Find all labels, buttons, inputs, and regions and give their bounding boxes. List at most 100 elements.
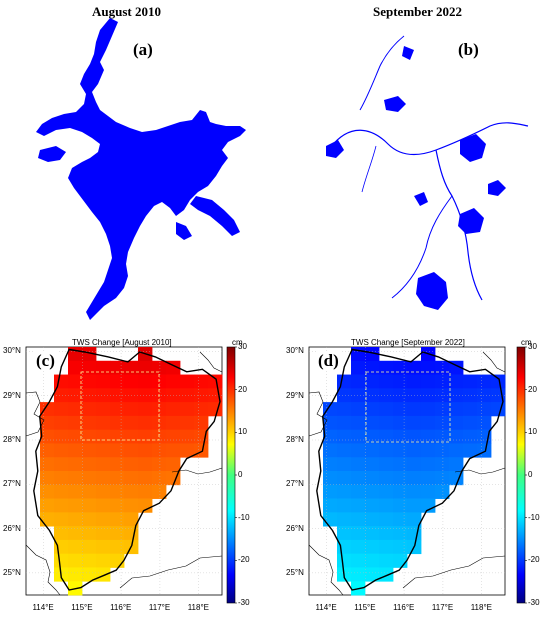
tws-cell	[393, 388, 408, 403]
tws-cell	[96, 484, 111, 499]
tws-cell	[421, 498, 436, 513]
tws-cell	[138, 471, 153, 486]
tws-cell	[82, 374, 97, 389]
tws-cell	[337, 457, 352, 472]
tws-cell	[323, 457, 338, 472]
tws-cell	[407, 374, 422, 389]
tws-cell	[40, 471, 55, 486]
tws-cell	[96, 471, 111, 486]
tws-cell	[365, 415, 380, 431]
tws-cell	[421, 402, 436, 417]
province-boundary	[25, 391, 45, 437]
map-title: TWS Change [September 2022]	[351, 338, 465, 347]
tws-cell	[110, 553, 125, 568]
tws-cell	[435, 360, 450, 375]
tws-cell	[82, 402, 97, 417]
lake-patch-2022	[416, 272, 448, 310]
tws-cell	[351, 457, 366, 472]
tws-cell	[166, 429, 181, 444]
tws-cell	[68, 402, 83, 417]
tws-cell	[82, 567, 97, 582]
tws-cell	[407, 443, 422, 458]
tws-cell	[124, 471, 139, 486]
lon-tick-label: 114°E	[32, 603, 54, 612]
tws-cell	[379, 498, 394, 513]
lat-tick-label: 29°N	[286, 390, 304, 400]
tws-cell	[337, 415, 352, 431]
tws-cell	[110, 512, 125, 527]
tws-cell	[365, 526, 380, 541]
tws-cell	[40, 498, 55, 513]
tws-cell	[110, 526, 125, 541]
tws-cell	[463, 443, 478, 458]
tws-cell	[421, 484, 436, 499]
colorbar-ticks	[525, 346, 527, 604]
panel-c-label: (c)	[34, 351, 57, 371]
panel-d-label: (d)	[316, 351, 341, 371]
tws-cell	[365, 484, 380, 499]
tws-cell	[337, 374, 352, 389]
colorbar	[226, 346, 236, 604]
tws-cell	[393, 498, 408, 513]
colorbar-tick-label: -30	[238, 598, 250, 607]
tws-cell	[82, 388, 97, 403]
lat-tick-label: 28°N	[286, 435, 304, 444]
tws-cell	[491, 374, 506, 389]
tws-cell	[124, 526, 139, 541]
tws-cell	[365, 402, 380, 417]
colorbar-tick-label: -10	[238, 512, 250, 522]
colorbar-tick-label: 30	[238, 342, 247, 351]
tws-cell	[379, 512, 394, 527]
lon-tick-label: 118°E	[470, 603, 492, 612]
tws-cell	[124, 415, 139, 431]
river-channel-2022	[359, 35, 405, 111]
tws-cell	[407, 415, 422, 431]
tws-cell	[407, 471, 422, 486]
tws-cell	[421, 429, 436, 444]
tws-cell	[421, 388, 436, 403]
tws-cell	[124, 484, 139, 499]
tws-cell	[337, 429, 352, 444]
tws-cell	[351, 512, 366, 527]
tws-cell	[40, 512, 55, 527]
tws-cell	[393, 512, 408, 527]
tws-cell	[365, 512, 380, 527]
lake-branch-2010	[190, 196, 240, 236]
tws-cell	[407, 360, 422, 375]
tws-cell	[449, 415, 464, 431]
lat-tick-label: 26°N	[3, 523, 21, 533]
tws-cell	[323, 498, 338, 513]
tws-cell	[54, 526, 69, 541]
tws-cell	[337, 512, 352, 527]
lake-patch-2022	[458, 208, 484, 234]
tws-cell	[138, 388, 153, 403]
tws-cell	[68, 484, 83, 499]
tws-cell	[379, 526, 394, 541]
tws-cell	[463, 415, 478, 431]
tws-cell	[96, 539, 111, 555]
tws-cell	[407, 429, 422, 444]
tws-cell	[351, 443, 366, 458]
colorbar-tick-label: -30	[528, 598, 540, 607]
tws-cell	[180, 443, 195, 458]
tws-cell	[477, 388, 492, 403]
province-boundary	[454, 467, 506, 475]
colorbar-tick-label: 0	[238, 470, 243, 479]
panel-b-label: (b)	[458, 40, 479, 59]
tws-cell	[379, 402, 394, 417]
lat-tick-label: 30°N	[3, 346, 21, 356]
colorbar-tick-label: 20	[238, 384, 247, 394]
tws-cell	[421, 374, 436, 389]
colorbar-tick-label: -20	[238, 555, 250, 565]
tws-cell	[124, 402, 139, 417]
province-boundary	[308, 544, 344, 596]
map-gridlines	[309, 347, 505, 595]
tws-cell	[124, 443, 139, 458]
tws-cell	[110, 429, 125, 444]
tws-cell	[421, 360, 436, 375]
tws-cell	[68, 388, 83, 403]
tws-cell	[166, 443, 181, 458]
lat-tick-label: 26°N	[286, 523, 304, 533]
tws-cell	[152, 484, 167, 499]
tws-cell	[393, 415, 408, 431]
